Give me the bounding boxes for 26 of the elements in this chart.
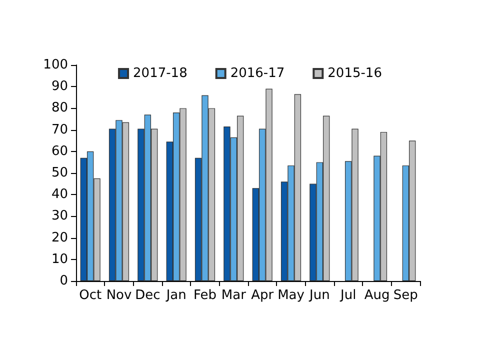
y-tick-label: 60 — [51, 144, 68, 159]
x-tick-label: Aug — [364, 288, 390, 303]
y-tick-label: 70 — [51, 122, 68, 138]
x-tick-label: Feb — [193, 288, 217, 303]
x-tick-label: Jan — [165, 288, 186, 303]
x-tick-label: May — [278, 288, 305, 303]
x-tick-label: Apr — [251, 288, 274, 303]
y-tick-label: 90 — [51, 79, 68, 94]
x-tick-label: Nov — [106, 288, 132, 303]
x-tick-label: Dec — [135, 288, 160, 303]
x-tick-label: Oct — [79, 288, 102, 303]
legend-label: 2015-16 — [328, 66, 382, 81]
legend-label: 2017-18 — [133, 66, 188, 81]
y-tick-label: 80 — [51, 100, 68, 116]
y-tick-label: 0 — [60, 274, 68, 288]
legend-label: 2016-17 — [230, 66, 285, 81]
x-tick-label: Sep — [393, 288, 418, 303]
y-tick-label: 20 — [51, 230, 68, 246]
x-tick-label: Jul — [339, 288, 356, 303]
y-tick-label: 40 — [51, 187, 68, 202]
y-tick-label: 50 — [51, 166, 68, 180]
y-tick-label: 100 — [43, 58, 68, 72]
y-tick-label: 10 — [51, 252, 68, 267]
x-tick-label: Mar — [221, 288, 247, 303]
x-tick-label: Jun — [308, 288, 330, 303]
y-tick-label: 30 — [51, 208, 68, 224]
